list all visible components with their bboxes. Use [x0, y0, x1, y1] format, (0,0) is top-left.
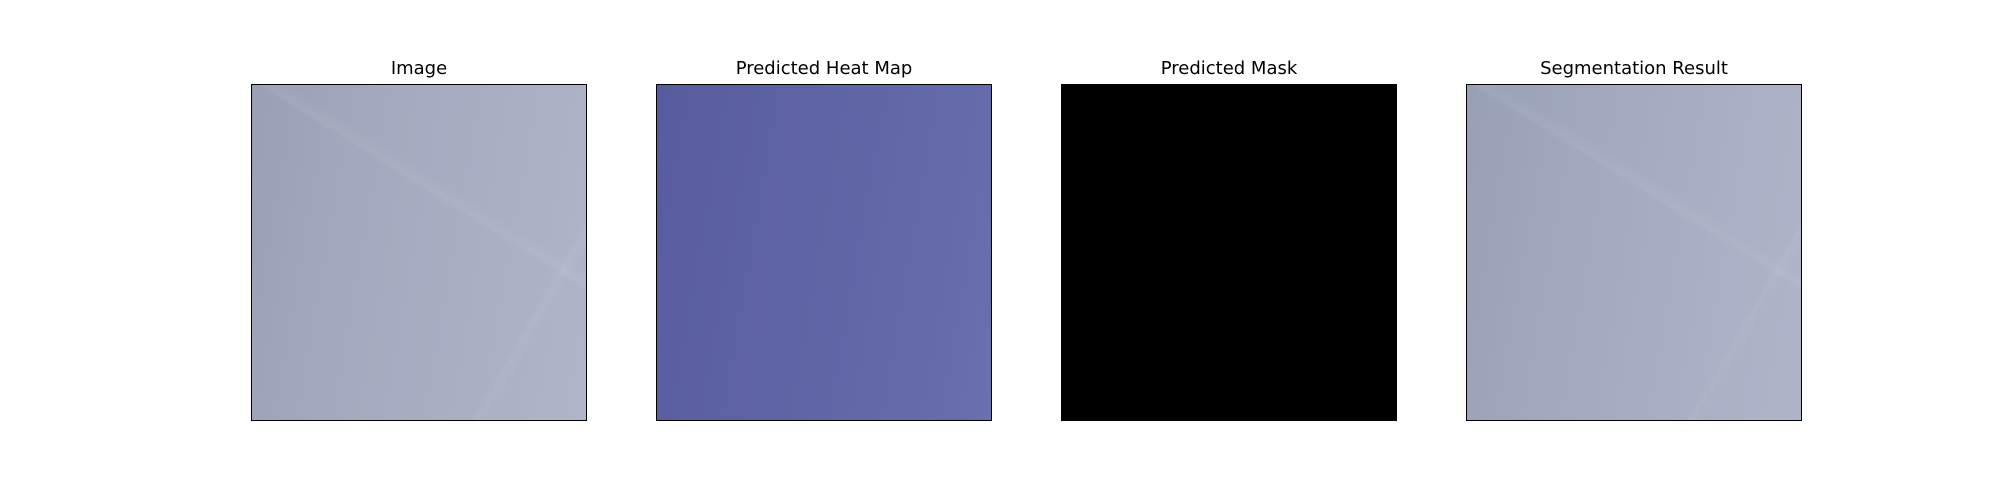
panel-title-segmentation-result: Segmentation Result: [1540, 58, 1728, 79]
segmentation-result-panel: [1466, 84, 1802, 421]
panel-title-mask: Predicted Mask: [1160, 58, 1298, 79]
heat-map-panel: [656, 84, 992, 421]
panel-title-image: Image: [390, 58, 448, 79]
panel-title-heat-map: Predicted Heat Map: [735, 58, 913, 79]
image-panel: [251, 84, 587, 421]
mask-panel: [1061, 84, 1397, 421]
